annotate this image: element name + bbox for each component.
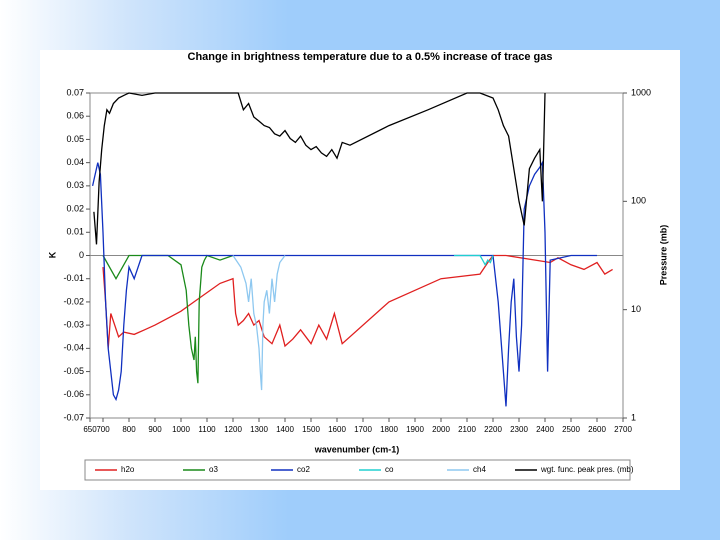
x-tick-label: 2300: [510, 425, 528, 434]
x-tick-label: 2700: [614, 425, 632, 434]
y-tick-label: 0.05: [66, 134, 84, 144]
y2-tick-label: 1: [631, 412, 636, 422]
x-tick-label: 1600: [328, 425, 346, 434]
x-tick-label: 2600: [588, 425, 606, 434]
x-tick-label: 1500: [302, 425, 320, 434]
legend-label: o3: [209, 465, 218, 474]
y-tick-label: -0.04: [63, 343, 84, 353]
x-tick-label: 2400: [536, 425, 554, 434]
x-tick-label: 1200: [224, 425, 242, 434]
legend-label: wgt. func. peak pres. (mb): [540, 465, 634, 474]
y2-axis-title: Pressure (mb): [658, 225, 668, 286]
x-tick-label: 650: [83, 425, 97, 434]
legend-label: h2o: [121, 465, 135, 474]
series-line: [102, 254, 613, 349]
y2-tick-label: 100: [631, 196, 646, 206]
x-tick-label: 1800: [380, 425, 398, 434]
series-line: [454, 254, 494, 267]
x-tick-label: 1100: [198, 425, 216, 434]
y-tick-label: 0.02: [66, 203, 84, 213]
x-tick-label: 800: [122, 425, 136, 434]
x-tick-label: 1700: [354, 425, 372, 434]
y-tick-label: 0.04: [66, 157, 84, 167]
x-tick-label: 700: [96, 425, 110, 434]
chart-panel: [40, 50, 680, 490]
series-line: [91, 160, 597, 407]
x-tick-label: 1400: [276, 425, 294, 434]
series-line: [232, 255, 286, 391]
y2-tick-label: 1000: [631, 87, 651, 97]
legend-label: co: [385, 465, 394, 474]
x-tick-label: 2100: [458, 425, 476, 434]
y-axis-title: K: [47, 251, 57, 258]
y-tick-label: 0.07: [66, 87, 84, 97]
y-tick-label: 0.01: [66, 227, 84, 237]
y-tick-label: -0.03: [63, 320, 84, 330]
x-axis-title: wavenumber (cm-1): [314, 444, 400, 454]
y-tick-label: 0: [79, 250, 84, 260]
chart-title: Change in brightness temperature due to …: [188, 51, 553, 63]
x-tick-label: 2500: [562, 425, 580, 434]
x-tick-label: 2200: [484, 425, 502, 434]
y-tick-label: 0.03: [66, 180, 84, 190]
y-tick-label: -0.06: [63, 389, 84, 399]
x-tick-label: 1300: [250, 425, 268, 434]
legend-label: ch4: [473, 465, 486, 474]
legend-box: [84, 459, 631, 481]
x-tick-label: 900: [148, 425, 162, 434]
x-tick-label: 1900: [406, 425, 424, 434]
x-tick-label: 1000: [172, 425, 190, 434]
legend-label: co2: [297, 465, 310, 474]
y-tick-label: -0.05: [63, 366, 84, 376]
series-line: [93, 92, 546, 245]
y-tick-label: 0.06: [66, 111, 84, 121]
y-tick-label: -0.02: [63, 296, 84, 306]
y2-tick-label: 10: [631, 304, 641, 314]
y-tick-label: -0.07: [63, 412, 84, 422]
y-tick-label: -0.01: [63, 273, 84, 283]
x-tick-label: 2000: [432, 425, 450, 434]
